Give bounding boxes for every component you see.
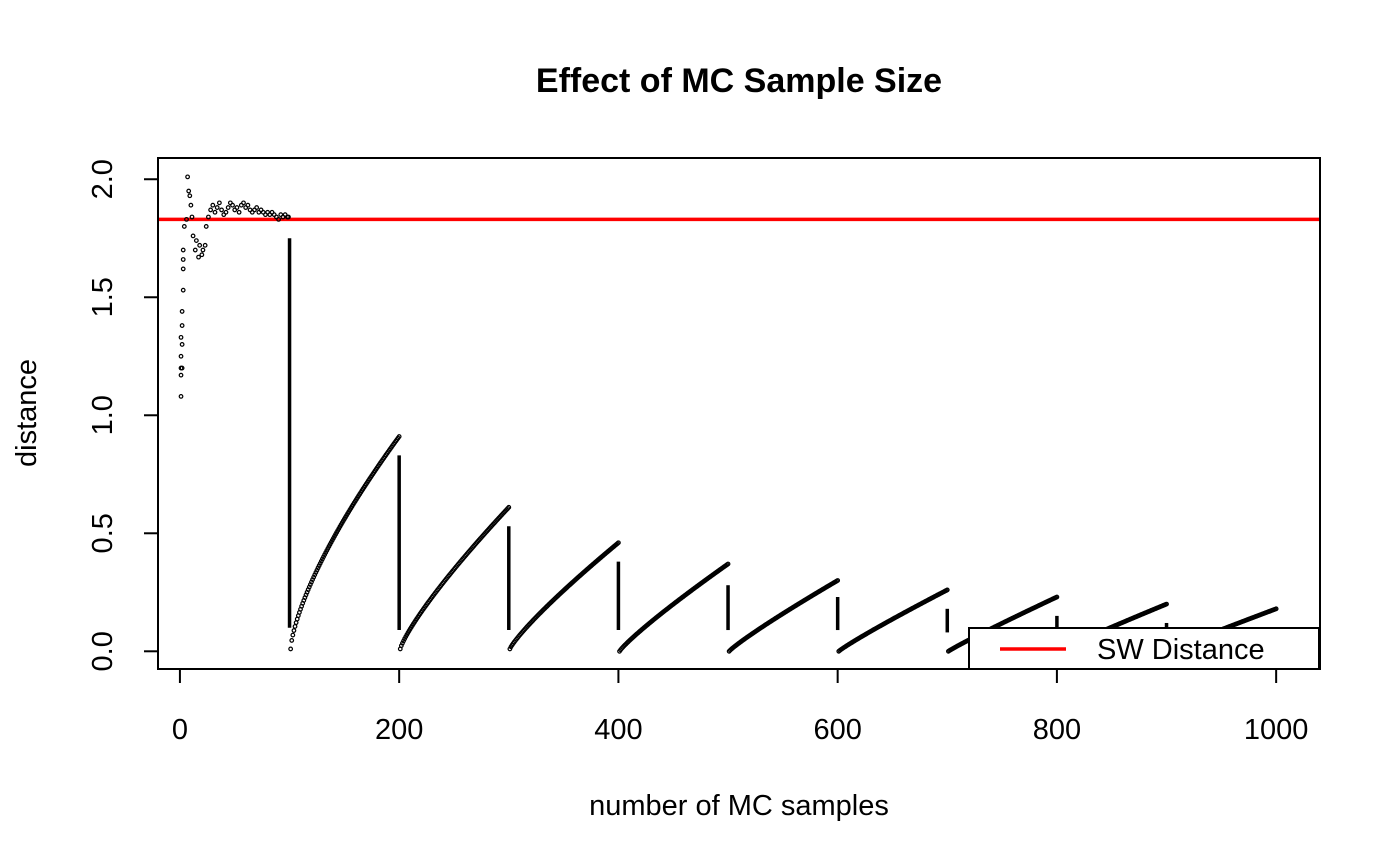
data-point-47 (245, 202, 251, 208)
y-tick-label-4: 2.0 (87, 159, 119, 199)
data-point-18 (188, 202, 194, 208)
segment-0-point-99 (396, 434, 402, 439)
data-point-66 (286, 214, 291, 220)
segment-0-point-21 (311, 574, 317, 580)
data-point-38 (225, 205, 231, 210)
x-tick-label-2: 400 (594, 714, 642, 746)
data-point-11 (180, 257, 186, 262)
x-tick-label-0: 0 (172, 714, 188, 746)
data-point-26 (200, 247, 206, 253)
segment-0-point-1 (289, 638, 295, 643)
data-point-20 (190, 233, 196, 239)
data-point-8 (179, 309, 185, 314)
x-tick-label-4: 800 (1033, 714, 1081, 746)
segment-0-point-23 (313, 570, 319, 575)
data-point-51 (254, 205, 260, 210)
y-axis: 0.0 0.5 1.0 1.5 2.0 (87, 159, 159, 671)
plot-content (158, 174, 1320, 654)
data-point-29 (206, 214, 211, 220)
segment-5-point-99 (944, 587, 950, 593)
data-point-28 (203, 224, 209, 229)
data-point-15 (185, 174, 190, 180)
data-point-1 (178, 372, 184, 378)
data-point-31 (210, 202, 216, 208)
data-point-16 (186, 188, 192, 194)
data-point-3 (178, 353, 184, 359)
legend-label-sw-distance: SW Distance (1097, 634, 1265, 666)
x-axis: 0 200 400 600 800 1000 (172, 668, 1309, 746)
data-point-17 (187, 193, 193, 199)
data-point-25 (199, 252, 205, 258)
y-tick-label-1: 0.5 (87, 513, 119, 553)
data-point-4 (178, 334, 184, 340)
data-point-42 (234, 205, 240, 210)
data-point-40 (230, 202, 235, 208)
segment-0-point-2 (290, 632, 296, 638)
data-point-10 (180, 266, 186, 272)
chart-title: Effect of MC Sample Size (536, 62, 942, 100)
segment-0-point-4 (292, 624, 298, 629)
data-point-0 (178, 393, 184, 399)
x-tick-label-5: 1000 (1244, 714, 1309, 746)
data-point-37 (223, 209, 229, 215)
x-tick-label-1: 200 (375, 714, 423, 746)
segment-8-point-99 (1273, 606, 1279, 612)
segment-2-point-99 (616, 540, 621, 546)
segment-6-point-99 (1054, 594, 1060, 600)
data-point-43 (236, 209, 242, 215)
x-tick-label-3: 600 (813, 714, 861, 746)
data-point-24 (197, 242, 203, 248)
y-tick-label-2: 1.0 (87, 395, 119, 435)
legend: SW Distance (968, 627, 1320, 670)
y-axis-label: distance (11, 359, 43, 467)
data-point-13 (181, 224, 187, 229)
data-point-27 (202, 242, 208, 248)
y-tick-label-3: 1.5 (87, 277, 119, 317)
segment-7-point-99 (1164, 601, 1169, 607)
data-point-23 (196, 254, 201, 260)
data-point-22 (193, 238, 199, 244)
y-tick-label-0: 0.0 (87, 631, 119, 671)
data-point-45 (241, 200, 246, 206)
segment-1-point-99 (506, 504, 512, 510)
data-point-12 (180, 247, 186, 253)
data-point-6 (179, 342, 185, 347)
data-point-61 (276, 216, 281, 222)
data-point-7 (179, 323, 185, 328)
plot-frame (157, 157, 1321, 670)
segment-0-point-3 (291, 628, 297, 633)
segment-0-point-0 (288, 646, 294, 652)
data-point-21 (192, 247, 198, 253)
data-point-9 (180, 287, 186, 293)
x-axis-label: number of MC samples (589, 790, 889, 822)
segment-0-point-22 (312, 572, 318, 578)
data-point-35 (219, 207, 224, 213)
segment-4-point-99 (835, 578, 841, 583)
data-point-30 (208, 207, 214, 213)
data-point-5 (179, 365, 185, 371)
data-point-33 (214, 205, 220, 210)
segment-3-point-99 (725, 561, 731, 567)
data-point-14 (184, 216, 189, 222)
data-point-32 (212, 209, 218, 215)
data-point-19 (189, 214, 195, 220)
data-point-34 (216, 200, 222, 206)
